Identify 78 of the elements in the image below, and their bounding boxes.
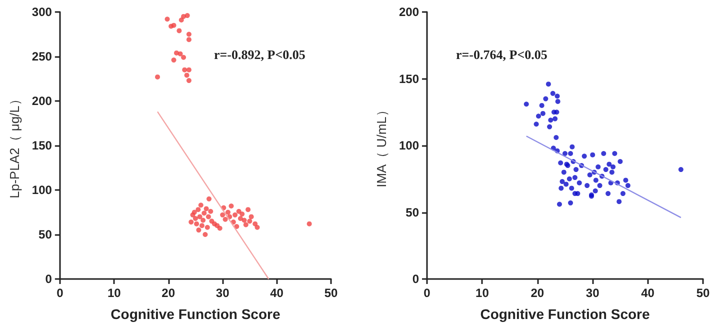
point [197, 214, 202, 220]
point [248, 214, 254, 220]
y-tick-label: 100 [32, 183, 52, 197]
x-tick-label: 50 [696, 286, 710, 300]
x-tick-label: 20 [162, 286, 176, 300]
point [196, 228, 202, 233]
x-tick-label: 40 [270, 286, 284, 300]
y-tick-label: 150 [398, 72, 420, 86]
point [240, 212, 245, 217]
point [186, 37, 192, 42]
point [196, 207, 201, 212]
point [194, 221, 200, 226]
point [206, 196, 212, 202]
annotation: r=-0.892, P<0.05 [214, 47, 306, 62]
x-tick-label: 50 [324, 286, 338, 300]
y-tick-label: 200 [32, 94, 52, 108]
point [247, 218, 252, 224]
y-tick-label: 100 [398, 138, 420, 152]
x-tick-label: 30 [216, 286, 230, 300]
y-tick-label: 50 [406, 205, 420, 220]
y-axis-title: Lp-PLA2（ μg/L） [7, 92, 22, 198]
point [204, 206, 209, 212]
x-tick-label: 10 [107, 286, 122, 300]
x-tick-label: 0 [424, 286, 431, 300]
point [186, 78, 192, 84]
point [254, 224, 260, 230]
x-tick-label: 10 [476, 286, 490, 300]
point [204, 224, 210, 230]
point [200, 218, 206, 223]
point [181, 54, 186, 60]
point [182, 67, 188, 72]
point [178, 51, 183, 56]
point [220, 212, 226, 218]
x-tick-label: 30 [586, 286, 600, 300]
annotation: r=-0.764, P<0.05 [456, 47, 548, 62]
y-tick-label: 0 [45, 272, 52, 286]
point [198, 202, 204, 208]
point [252, 221, 258, 226]
y-tick-label: 50 [38, 228, 52, 242]
y-tick-label: 0 [412, 272, 420, 286]
x-tick-label: 0 [56, 286, 64, 300]
point [188, 220, 194, 225]
point [225, 210, 230, 215]
x-tick-label: 40 [641, 286, 655, 300]
point [171, 58, 176, 63]
point [306, 221, 312, 226]
x-axis-title: Cognitive Function Score [110, 306, 280, 322]
x-tick-label: 20 [530, 286, 544, 300]
point [232, 212, 238, 218]
point [186, 32, 192, 37]
point [202, 232, 208, 237]
y-axis-title: IMA（ U/mL） [374, 104, 390, 188]
point [246, 207, 251, 212]
y-tick-label: 250 [32, 50, 52, 64]
point [184, 13, 190, 18]
point [202, 210, 207, 216]
point [206, 214, 211, 220]
y-tick-label: 200 [398, 5, 420, 19]
point [164, 16, 170, 22]
point [243, 222, 248, 228]
point [184, 72, 190, 78]
point [238, 216, 243, 221]
point [208, 208, 214, 214]
point [155, 74, 160, 80]
point [192, 210, 197, 215]
point [242, 218, 247, 223]
x-axis-title: Cognitive Function Score [480, 306, 650, 322]
y-tick-label: 150 [32, 138, 52, 152]
point [186, 67, 192, 72]
point [199, 223, 204, 228]
point [217, 226, 222, 231]
point [171, 22, 176, 28]
point [178, 18, 184, 23]
point [228, 204, 234, 209]
point [222, 216, 228, 222]
y-tick-label: 300 [32, 5, 52, 19]
point [192, 216, 198, 221]
point [176, 28, 182, 34]
